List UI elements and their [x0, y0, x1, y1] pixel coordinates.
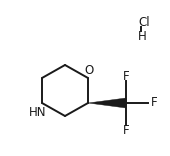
Polygon shape	[88, 98, 126, 108]
Text: F: F	[123, 124, 129, 136]
Text: O: O	[84, 64, 94, 78]
Text: Cl: Cl	[138, 15, 150, 29]
Text: H: H	[138, 29, 147, 42]
Text: F: F	[123, 70, 129, 83]
Text: F: F	[151, 97, 157, 110]
Text: HN: HN	[29, 107, 47, 119]
